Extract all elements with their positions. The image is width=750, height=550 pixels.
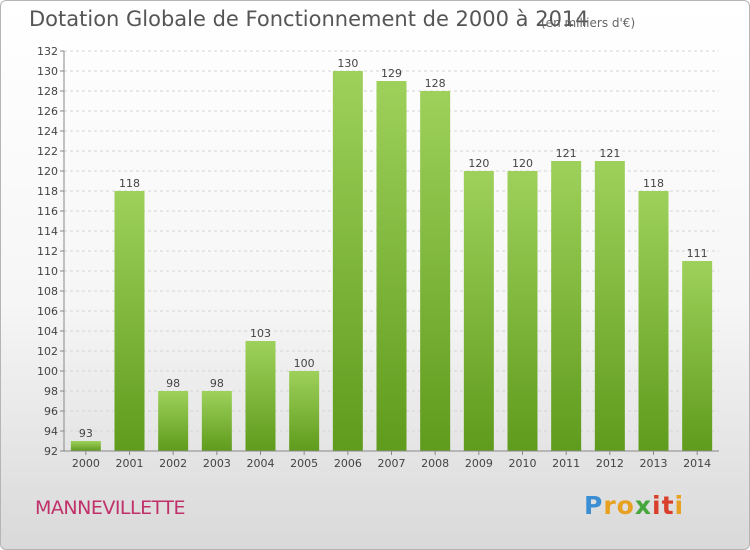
bar <box>682 261 713 451</box>
logo-letter: o <box>616 491 635 520</box>
bar <box>70 441 101 451</box>
data-label: 103 <box>250 327 271 340</box>
bar <box>289 371 320 451</box>
y-tick-label: 100 <box>37 365 58 378</box>
data-label: 121 <box>556 147 577 160</box>
x-tick-label: 2008 <box>421 457 449 470</box>
commune-name: MANNEVILLETTE <box>35 497 185 519</box>
bar <box>245 341 276 451</box>
y-tick-label: 118 <box>37 185 58 198</box>
bar <box>507 171 538 451</box>
x-tick-label: 2001 <box>116 457 144 470</box>
x-tick-label: 2006 <box>334 457 362 470</box>
y-tick-label: 108 <box>37 285 58 298</box>
y-tick-label: 126 <box>37 105 58 118</box>
y-tick-label: 116 <box>37 205 58 218</box>
data-label: 118 <box>119 177 140 190</box>
x-tick-label: 2003 <box>203 457 231 470</box>
x-tick-label: 2010 <box>509 457 537 470</box>
x-tick-label: 2013 <box>640 457 668 470</box>
x-tick-label: 2007 <box>378 457 406 470</box>
data-label: 128 <box>425 77 446 90</box>
labels: 92 94 96 98 100 102 104 106 108 110 112 114 116 118 12… <box>37 45 711 470</box>
bar <box>201 391 232 451</box>
bar <box>114 191 145 451</box>
chart-title: Dotation Globale de Fonctionnement de 20… <box>29 7 589 31</box>
bars <box>70 71 713 451</box>
y-tick-label: 96 <box>44 405 58 418</box>
chart-subtitle: (en milliers d'€) <box>541 16 636 30</box>
data-label: 118 <box>643 177 664 190</box>
y-tick-label: 124 <box>37 125 58 138</box>
bar <box>332 71 363 451</box>
y-tick-label: 130 <box>37 65 58 78</box>
logo-letter: P <box>584 491 604 520</box>
bar <box>376 81 407 451</box>
y-tick-label: 92 <box>44 445 58 458</box>
y-tick-label: 102 <box>37 345 58 358</box>
bar <box>420 91 451 451</box>
logo-letter: x <box>634 491 652 520</box>
axes <box>60 50 719 455</box>
x-tick-label: 2005 <box>290 457 318 470</box>
y-tick-label: 110 <box>37 265 58 278</box>
y-tick-label: 104 <box>37 325 58 338</box>
bar <box>594 161 625 451</box>
logo-letter: t <box>661 491 675 520</box>
data-label: 130 <box>337 57 358 70</box>
y-tick-label: 122 <box>37 145 58 158</box>
logo-letter: i <box>674 491 685 520</box>
bar <box>158 391 189 451</box>
x-tick-label: 2014 <box>683 457 711 470</box>
x-tick-label: 2011 <box>552 457 580 470</box>
data-label: 93 <box>79 427 93 440</box>
bar <box>638 191 669 451</box>
y-tick-label: 94 <box>44 425 58 438</box>
logo-letter: i <box>652 491 662 520</box>
y-tick-label: 98 <box>44 385 58 398</box>
x-tick-label: 2009 <box>465 457 493 470</box>
data-label: 100 <box>294 357 315 370</box>
data-label: 120 <box>512 157 533 170</box>
data-label: 129 <box>381 67 402 80</box>
data-label: 98 <box>166 377 180 390</box>
logo-letter: r <box>603 491 617 520</box>
x-tick-label: 2004 <box>247 457 275 470</box>
proxiti-logo: Proxiti <box>584 491 684 520</box>
bar <box>551 161 582 451</box>
y-tick-label: 112 <box>37 245 58 258</box>
y-tick-label: 120 <box>37 165 58 178</box>
bar <box>463 171 494 451</box>
y-tick-label: 114 <box>37 225 58 238</box>
data-label: 121 <box>599 147 620 160</box>
x-tick-label: 2012 <box>596 457 624 470</box>
x-tick-label: 2000 <box>72 457 100 470</box>
y-tick-label: 106 <box>37 305 58 318</box>
data-label: 98 <box>210 377 224 390</box>
x-tick-label: 2002 <box>159 457 187 470</box>
data-label: 111 <box>687 247 708 260</box>
y-tick-label: 128 <box>37 85 58 98</box>
data-label: 120 <box>468 157 489 170</box>
y-tick-label: 132 <box>37 45 58 58</box>
